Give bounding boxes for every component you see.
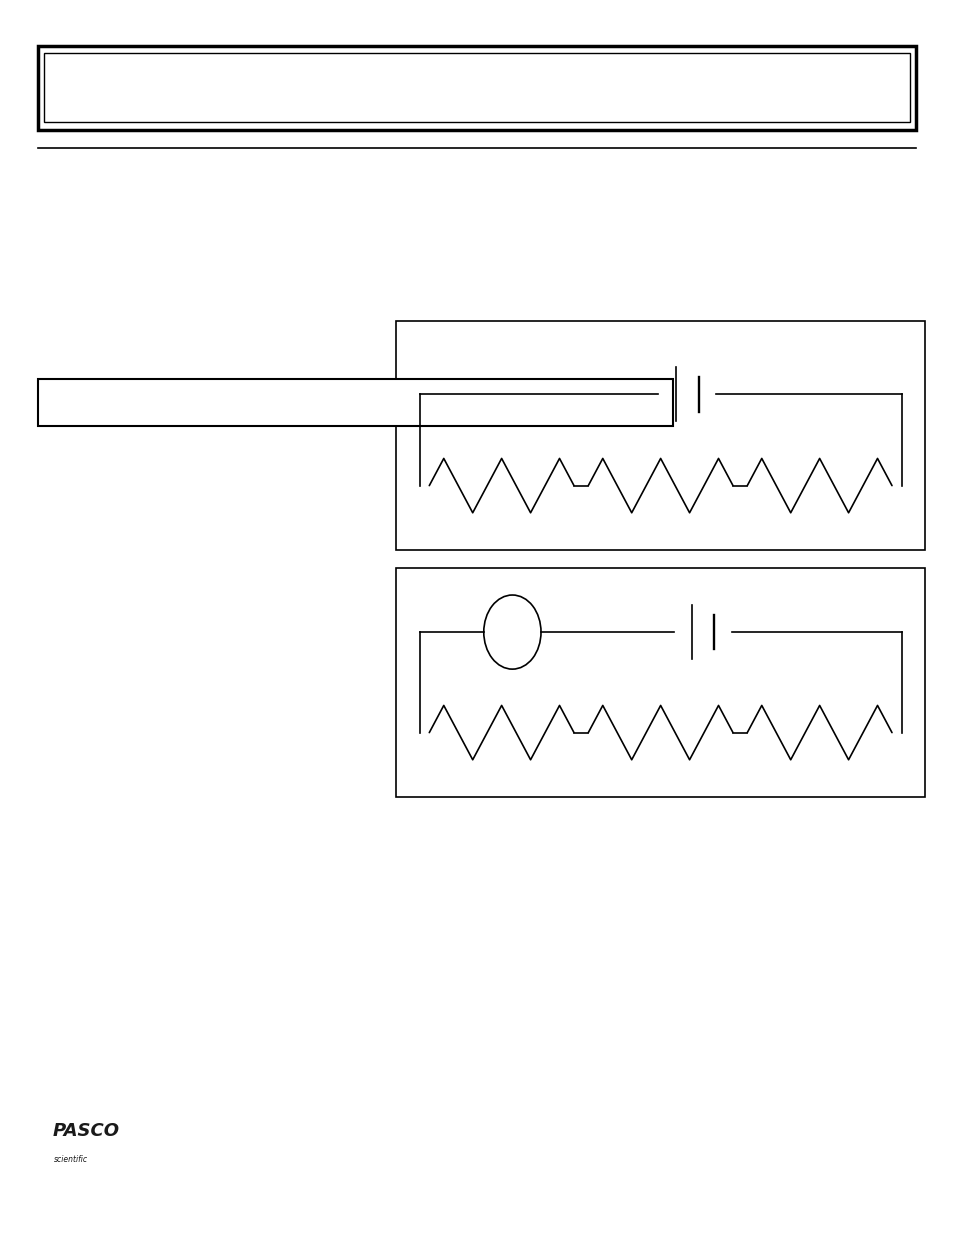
FancyBboxPatch shape [395, 568, 924, 797]
Text: PASCO: PASCO [52, 1121, 119, 1140]
FancyBboxPatch shape [38, 46, 915, 130]
Text: scientific: scientific [54, 1155, 89, 1163]
FancyBboxPatch shape [395, 321, 924, 550]
FancyBboxPatch shape [38, 379, 672, 426]
